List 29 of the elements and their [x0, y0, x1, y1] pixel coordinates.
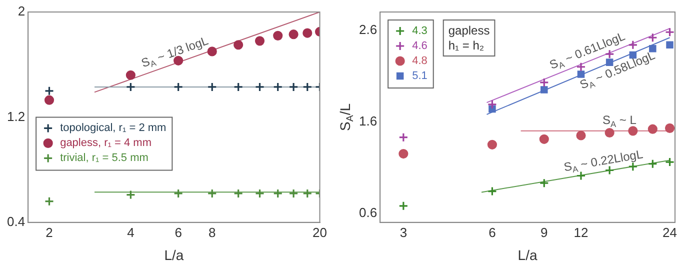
y-tick-label: 0.6: [358, 204, 378, 220]
y-axis-title: SA/L: [336, 103, 356, 131]
x-axis-title: L/a: [164, 246, 184, 263]
x-tick-label: 3: [400, 224, 408, 240]
legend-label: trivial, r₁ = 5.5 mm: [60, 152, 148, 164]
x-tick-label: 6: [488, 224, 496, 240]
legend-label: topological, r₁ = 2 mm: [60, 122, 166, 134]
x-tick-label: 12: [574, 224, 588, 240]
x-tick-label: 24: [662, 224, 678, 240]
y-tick-label: 2: [18, 4, 26, 19]
y-tick-label: 1.2: [6, 108, 26, 124]
legend-label: 4.8: [412, 55, 428, 68]
x-tick-label: 9: [540, 224, 548, 240]
y-tick-label: 0.4: [6, 214, 26, 229]
x-tick-label: 2: [46, 224, 53, 240]
legend-title: gapless h₁ = h₂: [448, 23, 490, 52]
legend-label: 5.1: [412, 70, 428, 82]
x-tick-label: 20: [312, 224, 328, 240]
annotation: SA ~ 1/3 logL: [139, 33, 210, 70]
y-tick-label: 1.6: [358, 113, 378, 128]
legend-label: gapless, r₁ = 4 mm: [60, 137, 152, 150]
x-tick-label: 4: [127, 224, 134, 240]
annotation: SA ~ 0.22LlogL: [562, 146, 644, 174]
legend-label: 4.3: [412, 25, 428, 38]
x-tick-label: 6: [174, 224, 182, 240]
x-tick-label: 8: [208, 224, 216, 240]
x-axis-title: L/a: [518, 246, 538, 263]
legend-label: 4.6: [412, 40, 428, 52]
y-tick-label: 2.6: [358, 22, 378, 37]
